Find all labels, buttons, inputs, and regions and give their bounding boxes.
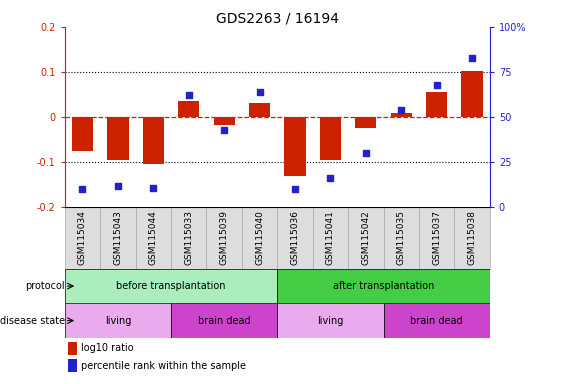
Bar [312, 207, 348, 269]
Bar [284, 117, 306, 176]
Point [78, 186, 87, 192]
Bar [100, 207, 136, 269]
Bar [178, 101, 199, 117]
Bar [68, 359, 77, 372]
Bar [348, 207, 383, 269]
Text: after transplantation: after transplantation [333, 281, 434, 291]
Text: GSM115039: GSM115039 [220, 210, 229, 265]
Text: GSM115043: GSM115043 [113, 210, 122, 265]
Bar [383, 207, 419, 269]
Bar [383, 303, 490, 338]
Text: GSM115037: GSM115037 [432, 210, 441, 265]
Text: GSM115040: GSM115040 [255, 210, 264, 265]
Text: living: living [105, 316, 131, 326]
Point [291, 186, 300, 192]
Bar [136, 207, 171, 269]
Bar [320, 117, 341, 160]
Text: GSM115038: GSM115038 [468, 210, 477, 265]
Point [149, 184, 158, 190]
Bar [68, 342, 77, 355]
Text: brain dead: brain dead [410, 316, 463, 326]
Bar [142, 117, 164, 164]
Text: GSM115035: GSM115035 [397, 210, 406, 265]
Bar [171, 303, 277, 338]
Point [397, 107, 406, 113]
Text: brain dead: brain dead [198, 316, 251, 326]
Bar [107, 117, 128, 160]
Point [361, 150, 370, 156]
Text: living: living [317, 316, 343, 326]
Bar [426, 92, 447, 117]
Bar [171, 207, 207, 269]
Point [432, 81, 441, 88]
Text: disease state: disease state [0, 316, 65, 326]
Text: percentile rank within the sample: percentile rank within the sample [81, 361, 245, 371]
Point [468, 55, 477, 61]
Point [255, 89, 264, 95]
Bar [207, 207, 242, 269]
Point [184, 93, 193, 99]
Point [326, 175, 335, 182]
Point [113, 183, 122, 189]
Bar [65, 207, 100, 269]
Bar [278, 207, 312, 269]
Bar [454, 207, 490, 269]
Text: GSM115033: GSM115033 [184, 210, 193, 265]
Text: GSM115044: GSM115044 [149, 210, 158, 265]
Bar [278, 269, 490, 303]
Text: GSM115036: GSM115036 [291, 210, 300, 265]
Bar [391, 113, 412, 117]
Bar [213, 117, 235, 125]
Text: GSM115042: GSM115042 [361, 210, 370, 265]
Bar [462, 71, 482, 117]
Text: GSM115041: GSM115041 [326, 210, 335, 265]
Bar [419, 207, 454, 269]
Text: log10 ratio: log10 ratio [81, 343, 133, 353]
Bar [72, 117, 93, 151]
Bar [249, 103, 270, 117]
Text: protocol: protocol [25, 281, 65, 291]
Bar [355, 117, 377, 128]
Title: GDS2263 / 16194: GDS2263 / 16194 [216, 12, 339, 26]
Text: GSM115034: GSM115034 [78, 210, 87, 265]
Point [220, 127, 229, 133]
Text: before transplantation: before transplantation [117, 281, 226, 291]
Bar [65, 303, 171, 338]
Bar [278, 303, 383, 338]
Bar [65, 269, 278, 303]
Bar [242, 207, 277, 269]
